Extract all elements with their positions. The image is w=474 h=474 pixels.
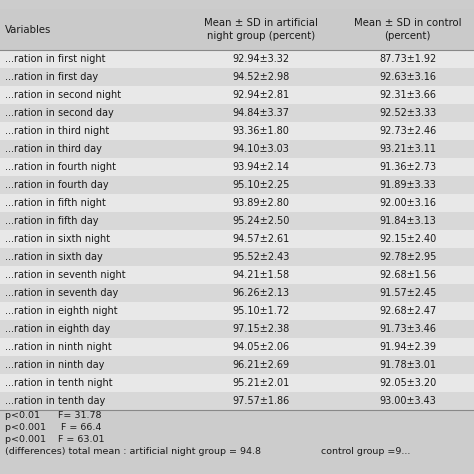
Text: 92.68±1.56: 92.68±1.56	[379, 270, 436, 280]
Text: ...ration in second day: ...ration in second day	[5, 108, 113, 118]
Text: p<0.01      F= 31.78: p<0.01 F= 31.78	[5, 411, 101, 420]
Text: 93.89±2.80: 93.89±2.80	[232, 198, 289, 208]
Text: 96.26±2.13: 96.26±2.13	[232, 288, 289, 298]
Text: ...ration in eighth night: ...ration in eighth night	[5, 306, 118, 316]
Text: 96.21±2.69: 96.21±2.69	[232, 360, 289, 370]
Text: 94.21±1.58: 94.21±1.58	[232, 270, 289, 280]
Text: 87.73±1.92: 87.73±1.92	[379, 54, 436, 64]
Text: 93.94±2.14: 93.94±2.14	[232, 162, 289, 172]
Bar	[0, 176, 474, 194]
Bar	[0, 212, 474, 230]
Text: ...ration in sixth day: ...ration in sixth day	[5, 252, 102, 262]
Text: ...ration in third day: ...ration in third day	[5, 144, 101, 154]
Text: 91.89±3.33: 91.89±3.33	[379, 180, 436, 190]
Text: 95.10±1.72: 95.10±1.72	[232, 306, 289, 316]
Text: 92.31±3.66: 92.31±3.66	[379, 90, 436, 100]
Text: ...ration in tenth day: ...ration in tenth day	[5, 396, 105, 406]
Text: ...ration in seventh day: ...ration in seventh day	[5, 288, 118, 298]
Text: 95.10±2.25: 95.10±2.25	[232, 180, 290, 190]
Text: 97.57±1.86: 97.57±1.86	[232, 396, 289, 406]
Text: p<0.001     F = 66.4: p<0.001 F = 66.4	[5, 423, 101, 432]
Text: ...ration in second night: ...ration in second night	[5, 90, 121, 100]
Bar	[0, 410, 474, 457]
Text: 92.52±3.33: 92.52±3.33	[379, 108, 436, 118]
Bar	[0, 122, 474, 140]
Bar	[0, 248, 474, 266]
Bar	[0, 392, 474, 410]
Text: 92.05±3.20: 92.05±3.20	[379, 378, 436, 388]
Text: 95.21±2.01: 95.21±2.01	[232, 378, 289, 388]
Bar	[0, 356, 474, 374]
Text: 91.78±3.01: 91.78±3.01	[379, 360, 436, 370]
Bar	[0, 194, 474, 212]
Bar	[0, 284, 474, 302]
Text: 97.15±2.38: 97.15±2.38	[232, 324, 289, 334]
Bar	[0, 50, 474, 68]
Text: 92.73±2.46: 92.73±2.46	[379, 126, 436, 136]
Text: (differences) total mean : artificial night group = 94.8                    cont: (differences) total mean : artificial ni…	[5, 447, 410, 456]
Text: ...ration in fourth night: ...ration in fourth night	[5, 162, 116, 172]
Text: 93.21±3.11: 93.21±3.11	[379, 144, 436, 154]
Text: 92.68±2.47: 92.68±2.47	[379, 306, 436, 316]
Text: 91.57±2.45: 91.57±2.45	[379, 288, 437, 298]
Text: 92.78±2.95: 92.78±2.95	[379, 252, 437, 262]
Bar	[0, 140, 474, 158]
Text: 94.84±3.37: 94.84±3.37	[232, 108, 289, 118]
Bar	[0, 338, 474, 356]
Bar	[0, 86, 474, 104]
Text: ...ration in fifth day: ...ration in fifth day	[5, 216, 98, 226]
Text: 93.36±1.80: 93.36±1.80	[232, 126, 289, 136]
Text: ...ration in ninth night: ...ration in ninth night	[5, 342, 111, 352]
Text: 91.36±2.73: 91.36±2.73	[379, 162, 436, 172]
Text: 95.24±2.50: 95.24±2.50	[232, 216, 290, 226]
Text: 92.94±2.81: 92.94±2.81	[232, 90, 289, 100]
Text: Mean ± SD in control
(percent): Mean ± SD in control (percent)	[354, 18, 461, 41]
Text: 91.73±3.46: 91.73±3.46	[379, 324, 436, 334]
Bar	[0, 266, 474, 284]
Text: ...ration in third night: ...ration in third night	[5, 126, 109, 136]
Text: ...ration in sixth night: ...ration in sixth night	[5, 234, 110, 244]
Text: ...ration in seventh night: ...ration in seventh night	[5, 270, 125, 280]
Text: Mean ± SD in artificial
night group (percent): Mean ± SD in artificial night group (per…	[204, 18, 318, 41]
Text: 93.00±3.43: 93.00±3.43	[379, 396, 436, 406]
Bar	[0, 374, 474, 392]
Text: 94.52±2.98: 94.52±2.98	[232, 72, 289, 82]
Bar	[0, 302, 474, 320]
Text: 94.10±3.03: 94.10±3.03	[232, 144, 289, 154]
Text: ...ration in tenth night: ...ration in tenth night	[5, 378, 112, 388]
Text: 92.63±3.16: 92.63±3.16	[379, 72, 436, 82]
Bar	[0, 158, 474, 176]
Text: 91.84±3.13: 91.84±3.13	[379, 216, 436, 226]
Bar	[0, 104, 474, 122]
Text: 91.94±2.39: 91.94±2.39	[379, 342, 436, 352]
Text: ...ration in first day: ...ration in first day	[5, 72, 98, 82]
Bar	[0, 230, 474, 248]
Text: ...ration in fourth day: ...ration in fourth day	[5, 180, 109, 190]
Text: 95.52±2.43: 95.52±2.43	[232, 252, 290, 262]
Text: 92.94±3.32: 92.94±3.32	[232, 54, 289, 64]
Text: 92.00±3.16: 92.00±3.16	[379, 198, 436, 208]
Bar	[0, 68, 474, 86]
Text: ...ration in fifth night: ...ration in fifth night	[5, 198, 106, 208]
Text: ...ration in first night: ...ration in first night	[5, 54, 105, 64]
Text: ...ration in eighth day: ...ration in eighth day	[5, 324, 110, 334]
Bar	[0, 9, 474, 50]
Text: 94.57±2.61: 94.57±2.61	[232, 234, 289, 244]
Text: ...ration in ninth day: ...ration in ninth day	[5, 360, 104, 370]
Text: p<0.001    F = 63.01: p<0.001 F = 63.01	[5, 435, 104, 444]
Text: Variables: Variables	[5, 25, 51, 35]
Text: 92.15±2.40: 92.15±2.40	[379, 234, 436, 244]
Bar	[0, 320, 474, 338]
Text: 94.05±2.06: 94.05±2.06	[232, 342, 289, 352]
